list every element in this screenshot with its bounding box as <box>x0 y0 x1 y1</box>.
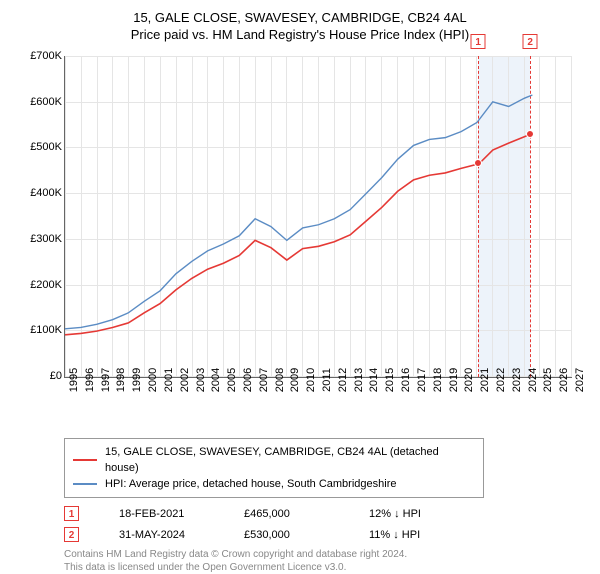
x-axis-label: 2002 <box>179 368 191 392</box>
x-axis-label: 2014 <box>368 368 380 392</box>
x-axis-label: 2007 <box>258 368 270 392</box>
x-axis-label: 2005 <box>226 368 238 392</box>
transaction-date: 31-MAY-2024 <box>119 529 204 541</box>
marker-badge: 1 <box>471 34 486 49</box>
legend-item: 15, GALE CLOSE, SWAVESEY, CAMBRIDGE, CB2… <box>73 444 475 476</box>
series-hpi <box>65 95 532 329</box>
transactions-table: 1 18-FEB-2021 £465,000 12% ↓ HPI 2 31-MAY-202… <box>64 506 582 542</box>
y-axis-label: £300K <box>30 233 62 245</box>
y-axis-label: £600K <box>30 96 62 108</box>
x-axis-label: 2009 <box>289 368 301 392</box>
x-axis-label: 2006 <box>242 368 254 392</box>
x-axis-label: 2003 <box>195 368 207 392</box>
x-axis-label: 2011 <box>321 368 333 392</box>
x-axis-label: 2012 <box>337 368 349 392</box>
marker-badge: 2 <box>523 34 538 49</box>
x-axis-label: 2021 <box>479 368 491 392</box>
x-axis-label: 1998 <box>115 368 127 392</box>
chart-area: 12 £0 £100K £200K £300K £400K £500K £600K £700K… <box>18 50 578 400</box>
footnote-line: Contains HM Land Registry data © Crown c… <box>64 548 582 561</box>
legend-label: HPI: Average price, detached house, Sout… <box>105 476 396 492</box>
x-axis-label: 2001 <box>163 368 175 392</box>
x-axis-label: 2026 <box>558 368 570 392</box>
x-axis-label: 2004 <box>210 368 222 392</box>
transaction-row: 2 31-MAY-2024 £530,000 11% ↓ HPI <box>64 527 582 542</box>
legend-swatch <box>73 459 97 461</box>
x-axis-label: 2020 <box>463 368 475 392</box>
footnote-line: This data is licensed under the Open Gov… <box>64 561 582 574</box>
x-axis-label: 2024 <box>527 368 539 392</box>
x-axis-label: 2018 <box>432 368 444 392</box>
series-svg <box>65 56 572 377</box>
x-axis-label: 2023 <box>511 368 523 392</box>
plot-region: 12 <box>64 56 572 378</box>
legend-item: HPI: Average price, detached house, Sout… <box>73 476 475 492</box>
footnote: Contains HM Land Registry data © Crown c… <box>64 548 582 574</box>
chart-title: 15, GALE CLOSE, SWAVESEY, CAMBRIDGE, CB2… <box>18 10 582 25</box>
legend-label: 15, GALE CLOSE, SWAVESEY, CAMBRIDGE, CB2… <box>105 444 475 476</box>
transaction-price: £530,000 <box>244 529 329 541</box>
x-axis-label: 2015 <box>384 368 396 392</box>
legend-box: 15, GALE CLOSE, SWAVESEY, CAMBRIDGE, CB2… <box>64 438 484 498</box>
x-axis-label: 2016 <box>400 368 412 392</box>
x-axis-label: 2000 <box>147 368 159 392</box>
x-axis-label: 1996 <box>84 368 96 392</box>
x-axis-label: 2008 <box>274 368 286 392</box>
y-axis-label: £200K <box>30 279 62 291</box>
series-property <box>65 134 531 335</box>
x-axis-label: 2022 <box>495 368 507 392</box>
transaction-price: £465,000 <box>244 508 329 520</box>
row-badge: 2 <box>64 527 79 542</box>
x-axis-label: 2019 <box>448 368 460 392</box>
legend-swatch <box>73 483 97 485</box>
point-marker <box>474 159 482 167</box>
y-axis-label: £400K <box>30 187 62 199</box>
x-axis-label: 1997 <box>100 368 112 392</box>
y-axis-label: £100K <box>30 324 62 336</box>
y-axis-label: £0 <box>50 370 62 382</box>
x-axis-label: 2025 <box>542 368 554 392</box>
transaction-delta: 12% ↓ HPI <box>369 508 454 520</box>
transaction-delta: 11% ↓ HPI <box>369 529 454 541</box>
y-axis-label: £700K <box>30 50 62 62</box>
chart-container: 15, GALE CLOSE, SWAVESEY, CAMBRIDGE, CB2… <box>0 0 600 560</box>
chart-subtitle: Price paid vs. HM Land Registry's House … <box>18 27 582 42</box>
transaction-row: 1 18-FEB-2021 £465,000 12% ↓ HPI <box>64 506 582 521</box>
transaction-date: 18-FEB-2021 <box>119 508 204 520</box>
point-marker <box>526 130 534 138</box>
x-axis-label: 2017 <box>416 368 428 392</box>
x-axis-label: 2013 <box>353 368 365 392</box>
y-axis-label: £500K <box>30 141 62 153</box>
x-axis-label: 2010 <box>305 368 317 392</box>
x-axis-label: 1995 <box>68 368 80 392</box>
row-badge: 1 <box>64 506 79 521</box>
x-axis-label: 2027 <box>574 368 586 392</box>
x-axis-label: 1999 <box>131 368 143 392</box>
